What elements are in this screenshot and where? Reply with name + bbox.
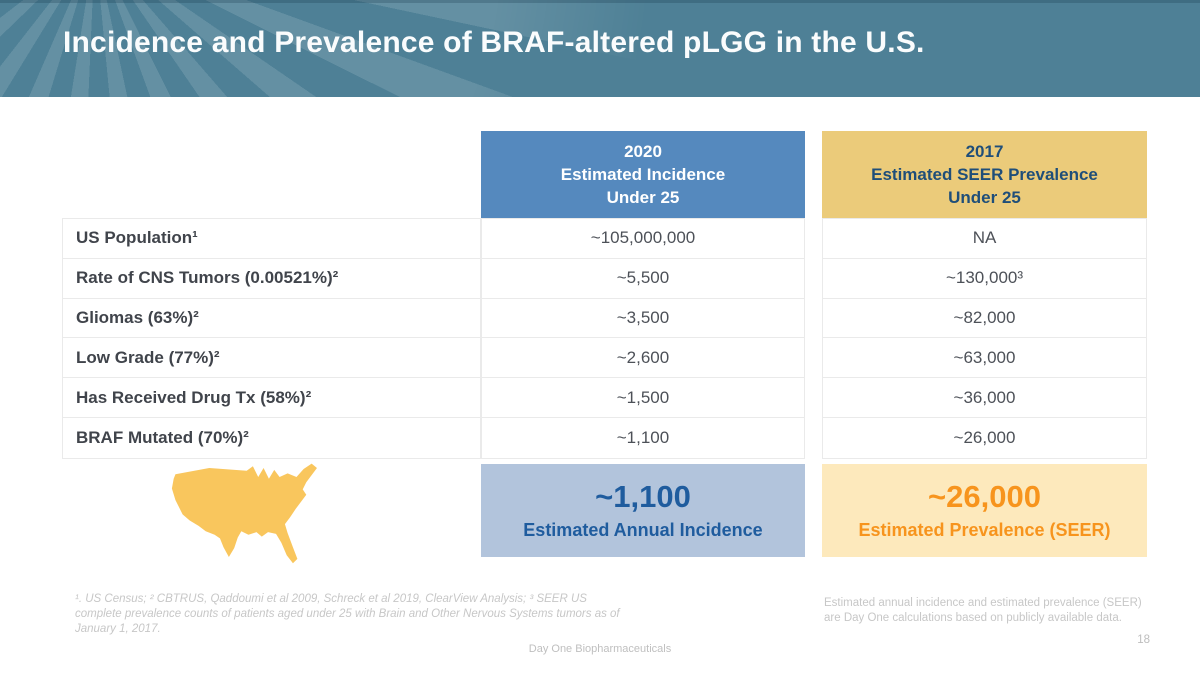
- prevalence-value: ~63,000: [823, 338, 1146, 379]
- prevalence-highlight-box: ~26,000 Estimated Prevalence (SEER): [822, 464, 1147, 557]
- column-header-age: Under 25: [948, 188, 1021, 207]
- prevalence-value: ~130,000³: [823, 259, 1146, 299]
- slide-title: Incidence and Prevalence of BRAF-altered…: [63, 26, 925, 59]
- row-label: Rate of CNS Tumors (0.00521%)²: [63, 259, 480, 299]
- incidence-value: ~2,600: [482, 338, 804, 379]
- footnote-disclaimer: Estimated annual incidence and estimated…: [824, 597, 1142, 624]
- footnote-sources: ¹. US Census; ² CBTRUS, Qaddoumi et al 2…: [75, 593, 620, 635]
- incidence-value: ~5,500: [482, 259, 804, 299]
- prevalence-value: ~36,000: [823, 378, 1146, 418]
- page-number: 18: [1137, 634, 1150, 646]
- column-header-metric: Estimated SEER Prevalence: [871, 165, 1098, 184]
- table-prevalence-column: NA ~130,000³ ~82,000 ~63,000 ~36,000 ~26…: [822, 218, 1147, 459]
- incidence-value: ~1,100: [616, 427, 670, 447]
- row-label: Has Received Drug Tx (58%)²: [63, 378, 480, 418]
- incidence-value: ~105,000,000: [482, 219, 804, 259]
- table-label-column: US Population¹ Rate of CNS Tumors (0.005…: [62, 218, 481, 459]
- incidence-total: ~1,100: [595, 479, 691, 514]
- column-header-age: Under 25: [606, 188, 680, 207]
- sunburst-decoration: [0, 0, 1200, 97]
- row-label: BRAF Mutated (70%)²: [76, 427, 249, 447]
- incidence-value: ~1,500: [482, 378, 804, 418]
- us-map-shape: [171, 463, 317, 564]
- row-label: Low Grade (77%)²: [63, 338, 480, 379]
- us-map-icon: [171, 463, 317, 564]
- prevalence-total: ~26,000: [928, 479, 1041, 514]
- table-incidence-column: ~105,000,000 ~5,500 ~3,500 ~2,600 ~1,500…: [481, 218, 805, 459]
- prevalence-value: NA: [823, 219, 1146, 259]
- column-header-metric: Estimated Incidence: [560, 165, 726, 184]
- column-header-year: 2017: [965, 142, 1004, 161]
- footer-brand: Day One Biopharmaceuticals: [528, 643, 672, 655]
- prevalence-value: ~82,000: [823, 299, 1146, 339]
- column-header-incidence: 2020 Estimated Incidence Under 25: [481, 131, 805, 218]
- column-header-prevalence: 2017 Estimated SEER Prevalence Under 25: [822, 131, 1147, 218]
- slide-header-banner: Incidence and Prevalence of BRAF-altered…: [0, 0, 1200, 97]
- incidence-highlight-box: ~1,100 Estimated Annual Incidence: [481, 464, 805, 557]
- incidence-caption: Estimated Annual Incidence: [523, 520, 763, 540]
- incidence-value: ~3,500: [482, 299, 804, 339]
- prevalence-caption: Estimated Prevalence (SEER): [858, 520, 1111, 540]
- prevalence-value: ~26,000: [953, 427, 1016, 447]
- row-label: Gliomas (63%)²: [63, 299, 480, 339]
- column-header-year: 2020: [624, 142, 662, 161]
- row-label: US Population¹: [63, 219, 480, 259]
